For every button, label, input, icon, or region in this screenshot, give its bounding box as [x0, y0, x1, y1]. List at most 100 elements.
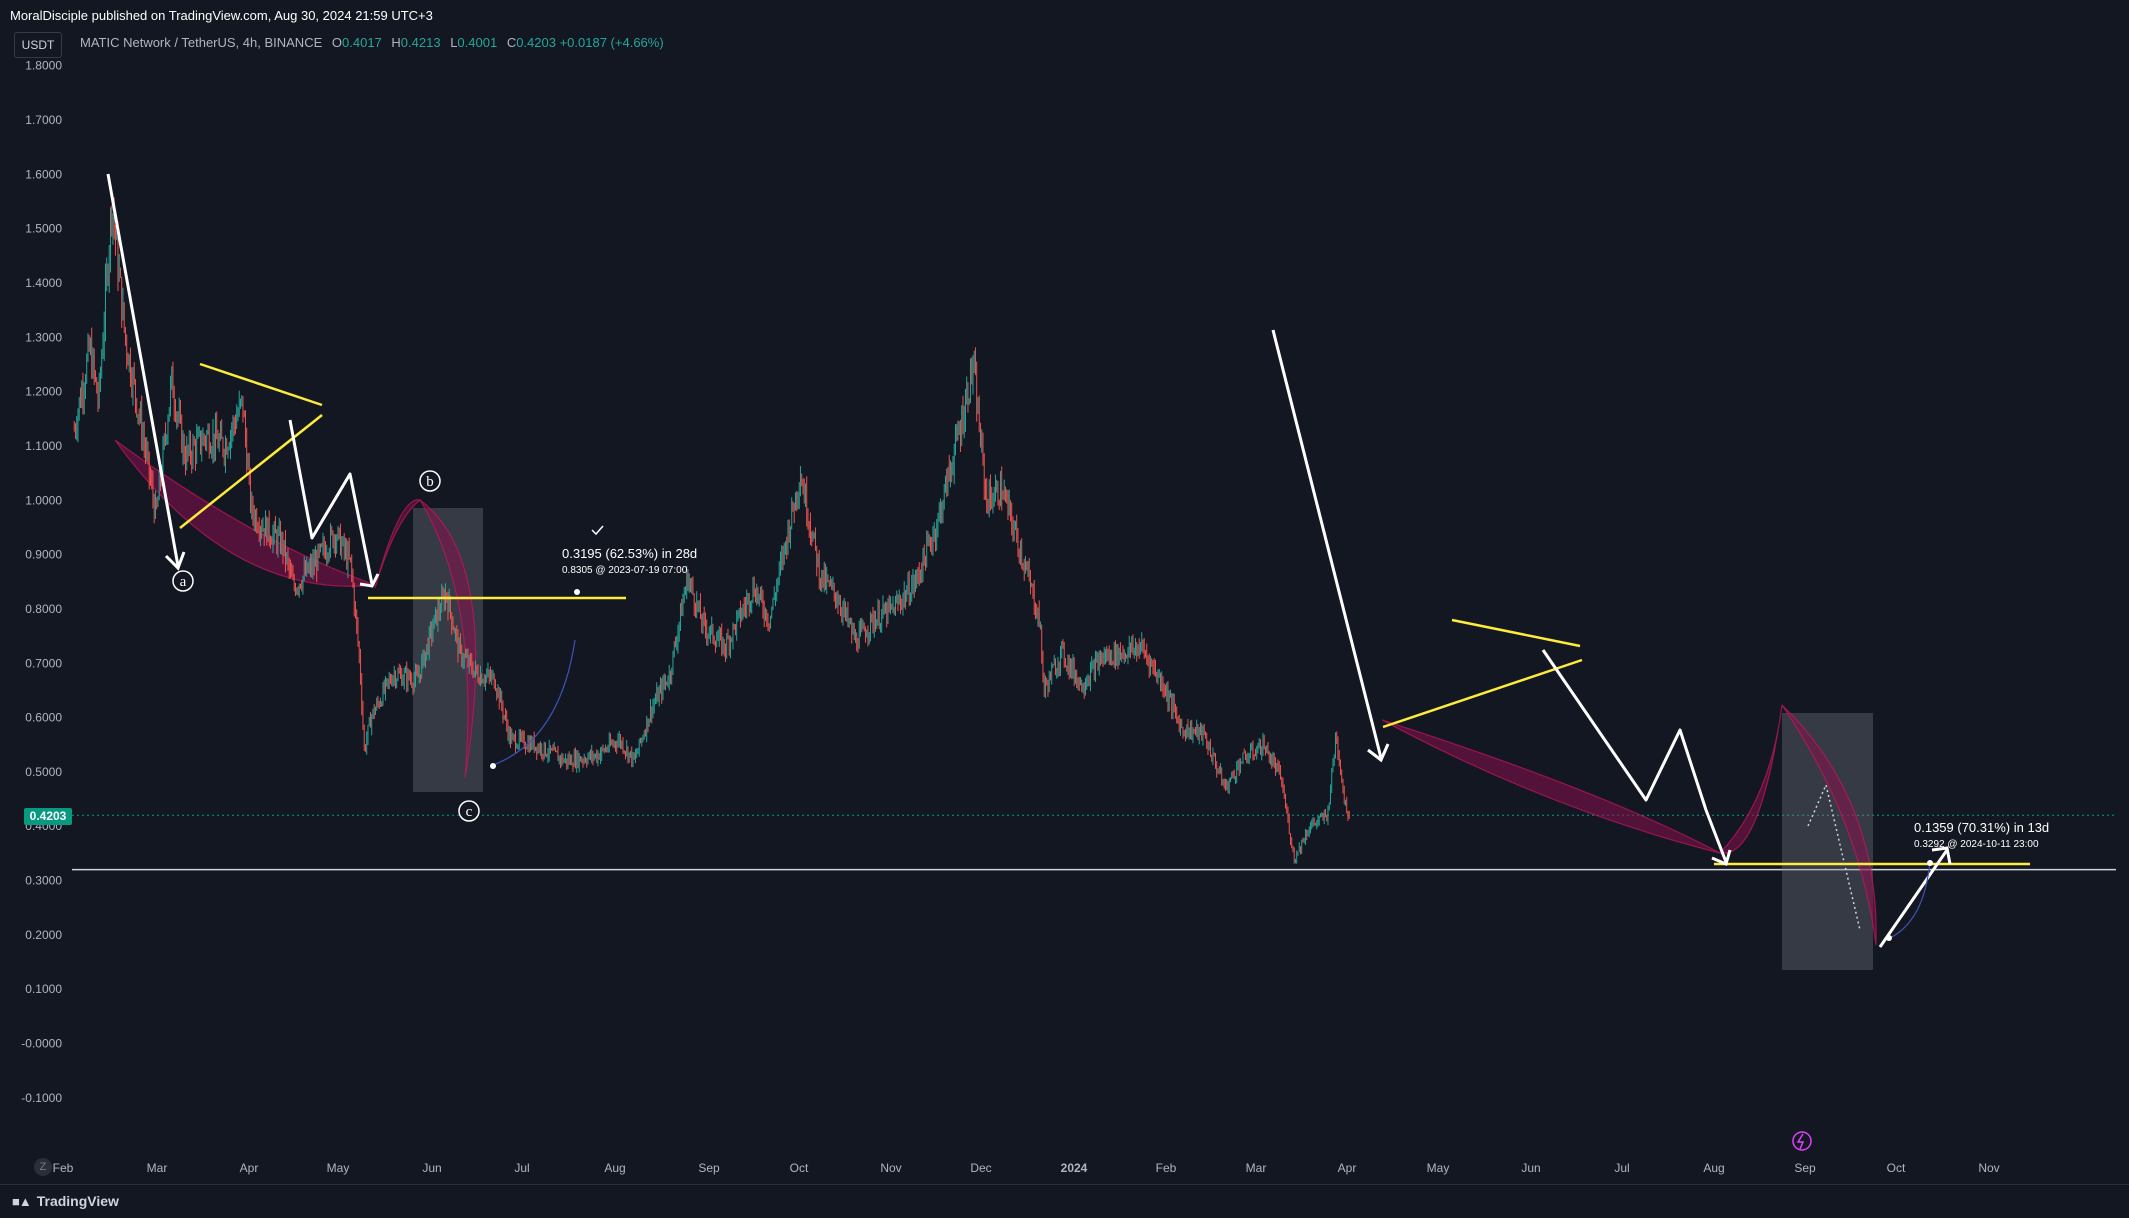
- x-tick-label: Jun: [422, 1161, 441, 1175]
- wave-label: a: [180, 574, 187, 590]
- arc-projection: [1381, 719, 1721, 854]
- x-tick-label: May: [1427, 1161, 1450, 1175]
- wave-label: b: [426, 474, 434, 490]
- arrow-head: [164, 551, 186, 571]
- y-tick-label: 1.1000: [25, 439, 62, 453]
- time-axis: Feb Mar Apr May Jun Jul Aug Sep Oct Nov Dec 2024 Feb…: [53, 1161, 2000, 1175]
- y-tick-label: 1.7000: [25, 113, 62, 127]
- measure-sublabel: 0.8305 @ 2023-07-19 07:00: [562, 565, 688, 576]
- wave-path: [1878, 849, 1949, 948]
- open-label: O: [331, 35, 343, 50]
- y-tick-label: 0.1000: [25, 982, 62, 996]
- x-tick-label: Apr: [240, 1161, 259, 1175]
- open-value: 0.4017: [342, 35, 382, 50]
- horizontal-support-line: [72, 814, 2116, 871]
- low-label: L: [450, 35, 458, 50]
- wave-path: [106, 173, 180, 567]
- x-tick-label: Dec: [970, 1161, 991, 1175]
- y-tick-label: 0.2000: [25, 928, 62, 942]
- low-value: 0.4001: [457, 35, 498, 50]
- x-tick-label: May: [327, 1161, 350, 1175]
- x-tick-label: Sep: [698, 1161, 720, 1175]
- trend-line: [1382, 658, 1583, 729]
- high-value: 0.4213: [400, 35, 441, 50]
- measure-point: [1886, 935, 1892, 941]
- y-tick-label: 1.3000: [25, 330, 62, 344]
- check-icon: [591, 525, 604, 536]
- x-tick-label: Sep: [1794, 1161, 1816, 1175]
- price-axis: 1.8000 1.7000 1.6000 1.5000 1.4000 1.3000 1.20…: [21, 59, 62, 1105]
- annotation-labels: a b c 0.3195 (62.53%) in 28d 0.8305 @ 2023-0…: [172, 470, 2049, 1151]
- measure-label: 0.3195 (62.53%) in 28d: [562, 546, 697, 561]
- wave-path: [288, 419, 374, 585]
- change-value: +0.0187 (+4.66%): [559, 35, 664, 50]
- candle-series: [73, 197, 1350, 864]
- zoom-reset-button[interactable]: Z: [34, 1158, 52, 1176]
- arrow-head: [1931, 846, 1952, 865]
- y-tick-label: 1.2000: [25, 385, 62, 399]
- trend-line: [1451, 618, 1581, 648]
- arc-projection: [419, 499, 477, 779]
- x-tick-label: Mar: [147, 1161, 168, 1175]
- x-tick-label: Mar: [1246, 1161, 1267, 1175]
- wave-path: [1541, 649, 1728, 863]
- annotation-lines: [106, 173, 2030, 948]
- arrow-head: [359, 573, 380, 588]
- x-tick-label: Nov: [1978, 1161, 1999, 1175]
- measure-point: [490, 763, 496, 769]
- wave-path: [1271, 329, 1383, 759]
- lightning-icon-bolt: [1796, 1133, 1805, 1150]
- y-tick-label: 1.8000: [25, 59, 62, 73]
- x-tick-label: Nov: [880, 1161, 901, 1175]
- tradingview-logo-icon: ■▲: [12, 1193, 32, 1209]
- annotation-shapes: [114, 439, 1877, 970]
- wave-label-circle: [458, 800, 480, 822]
- x-tick-label: Aug: [604, 1161, 625, 1175]
- arc-projection: [1781, 704, 1877, 946]
- currency-button[interactable]: USDT: [14, 32, 62, 58]
- x-tick-label: Feb: [53, 1161, 74, 1175]
- top-bar: MoralDisciple published on TradingView.c…: [0, 0, 2129, 30]
- measure-curve: [1889, 859, 1931, 939]
- x-tick-label: Oct: [1887, 1161, 1906, 1175]
- y-tick-label: 0.9000: [25, 548, 62, 562]
- x-tick-label: Feb: [1156, 1161, 1177, 1175]
- trend-line: [179, 414, 323, 529]
- publish-attribution: MoralDisciple published on TradingView.c…: [10, 8, 433, 23]
- x-tick-label: Apr: [1338, 1161, 1357, 1175]
- x-tick-label: Aug: [1703, 1161, 1724, 1175]
- wave-label-circle: [172, 570, 194, 592]
- x-tick-label: Jul: [514, 1161, 529, 1175]
- measure-sublabel: 0.3292 @ 2024-10-11 23:00: [1914, 839, 2039, 850]
- close-value: 0.4203: [516, 35, 556, 50]
- y-tick-label: 1.4000: [25, 276, 62, 290]
- high-label: H: [391, 35, 401, 50]
- arc-projection: [1718, 704, 1783, 854]
- lightning-icon: [1792, 1131, 1812, 1151]
- tradingview-logo-text: TradingView: [36, 1193, 119, 1209]
- symbol-title[interactable]: MATIC Network / TetherUS, 4h, BINANCE: [80, 35, 323, 50]
- measure-point: [574, 589, 580, 595]
- wave-label-circle: [419, 470, 441, 492]
- close-label: C: [506, 35, 517, 50]
- trend-line: [199, 362, 323, 407]
- x-tick-label: Oct: [790, 1161, 809, 1175]
- y-tick-label: 0.5000: [25, 765, 62, 779]
- last-price-tag: 0.4203: [24, 808, 72, 825]
- bottom-bar: ■▲ TradingView: [0, 1184, 2129, 1218]
- y-tick-label: 0.8000: [25, 602, 62, 616]
- arrow-head: [1367, 743, 1390, 763]
- tradingview-logo[interactable]: ■▲ TradingView: [12, 1193, 119, 1209]
- x-tick-label: 2024: [1061, 1161, 1088, 1175]
- y-tick-label: 1.6000: [25, 167, 62, 181]
- symbol-legend: MATIC Network / TetherUS, 4h, BINANCE O0…: [80, 35, 664, 50]
- wave-label: c: [466, 804, 473, 820]
- y-tick-label: 0.3000: [25, 874, 62, 888]
- y-tick-label: 0.7000: [25, 656, 62, 670]
- arrow-head: [1711, 849, 1732, 867]
- x-tick-label: Jun: [1521, 1161, 1540, 1175]
- y-tick-label: 0.6000: [25, 711, 62, 725]
- measure-label: 0.1359 (70.31%) in 13d: [1914, 820, 2049, 835]
- y-tick-label: -0.1000: [21, 1091, 62, 1105]
